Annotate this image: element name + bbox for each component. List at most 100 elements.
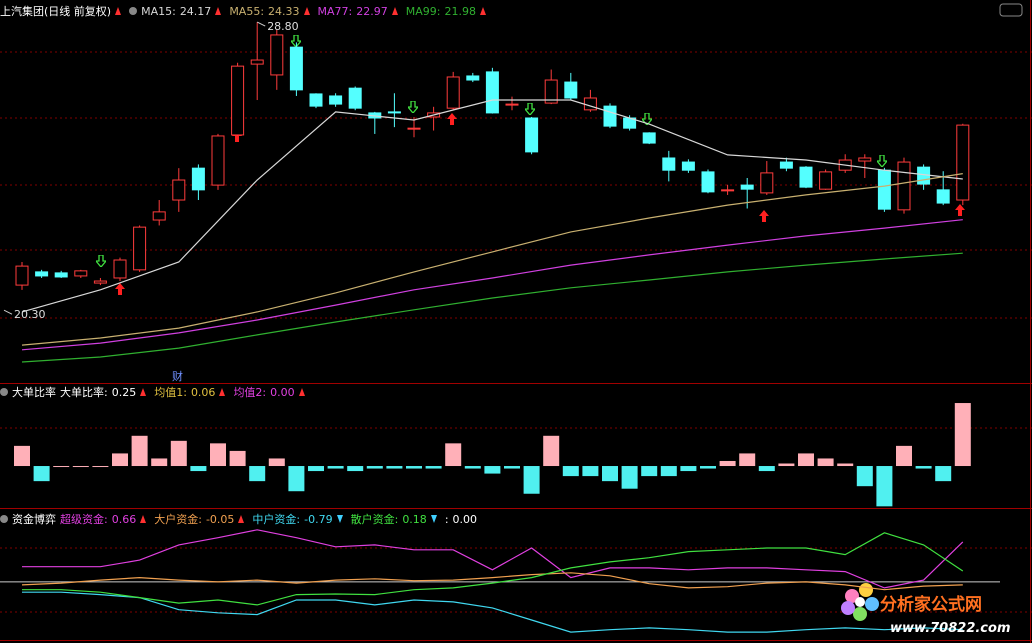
series-line xyxy=(22,532,964,606)
candle-body xyxy=(191,167,205,191)
ma-name: MA15: xyxy=(141,4,176,18)
mean-name: 均值2: xyxy=(233,386,267,399)
watermark-url: www.70822.com xyxy=(890,621,1011,636)
candle-body xyxy=(642,132,656,144)
bar xyxy=(406,466,422,469)
bar xyxy=(288,466,305,492)
settings-icon[interactable] xyxy=(0,388,8,396)
bar xyxy=(170,440,187,467)
candle-body xyxy=(93,280,107,284)
series-line xyxy=(21,252,963,363)
candle-body xyxy=(740,184,754,190)
trend-arrow xyxy=(336,515,343,523)
candle-body xyxy=(485,71,499,114)
trend-arrow xyxy=(479,7,486,15)
panel-title: 大单比率 xyxy=(12,386,56,399)
candle-body xyxy=(172,179,186,201)
bar xyxy=(739,453,756,467)
settings-icon[interactable] xyxy=(0,515,8,523)
fund-legend: 超级资金: 0.66 大户资金: -0.05 中户资金: -0.79 散户资金: 0.18 xyxy=(60,511,441,527)
candle-body xyxy=(544,79,558,104)
panel-title: 资金博弈 xyxy=(12,513,56,526)
bar xyxy=(308,466,324,472)
bar xyxy=(543,435,560,467)
trend-arrow xyxy=(238,515,245,523)
trend-arrow xyxy=(303,7,310,15)
bar xyxy=(425,466,442,469)
ma-name: MA99: xyxy=(405,4,441,18)
series-line xyxy=(22,591,963,633)
watermark-title: 分析家公式网 xyxy=(880,594,982,615)
bar xyxy=(366,466,383,469)
bar xyxy=(837,463,854,467)
bar xyxy=(464,466,481,469)
candle-body xyxy=(309,93,323,107)
candle-body xyxy=(446,76,460,109)
ma-name: MA77: xyxy=(317,4,353,18)
series-name: 散户资金: xyxy=(350,513,399,526)
candle-body xyxy=(329,95,343,105)
mean-name: 均值1: xyxy=(154,386,187,399)
candle-body xyxy=(583,97,597,111)
ma-value: 24.33 xyxy=(268,4,300,18)
bar xyxy=(758,466,775,472)
candle-body xyxy=(858,157,872,162)
candle-body xyxy=(956,124,970,201)
bar xyxy=(621,466,638,489)
candle-body xyxy=(662,157,676,171)
candle-body xyxy=(681,161,695,171)
ma-legend: MA15: 24.17 MA55: 24.33 MA77: 22.97 MA99: 21.98 xyxy=(141,5,490,18)
bar xyxy=(582,466,599,477)
series-line xyxy=(21,173,963,346)
bar xyxy=(484,466,501,474)
grid xyxy=(0,51,1032,613)
annotation: 20.30 xyxy=(14,308,46,321)
bar xyxy=(915,466,932,469)
annotation: 28.80 xyxy=(267,20,299,33)
candle-body xyxy=(603,105,617,127)
zero-value: 0.00 xyxy=(452,512,478,526)
series-name: 中户资金: xyxy=(252,513,301,526)
series-line xyxy=(21,219,963,351)
bar xyxy=(190,466,207,472)
bar xyxy=(445,443,462,467)
ma-value: 21.98 xyxy=(444,4,476,18)
candle-body xyxy=(407,127,421,130)
candle-body xyxy=(505,103,519,106)
bar xyxy=(112,453,128,467)
bar xyxy=(249,466,266,482)
series-name: 大户资金: xyxy=(154,513,202,526)
candle-body xyxy=(760,172,774,194)
bar xyxy=(660,466,677,477)
candle-body xyxy=(564,81,578,99)
bar xyxy=(386,466,403,469)
note: 财 xyxy=(172,369,183,383)
candle-body xyxy=(701,171,715,193)
bar xyxy=(798,453,814,467)
bar xyxy=(268,458,285,467)
stock-title: 上汽集团(日线 前复权) xyxy=(0,5,112,18)
candle-body xyxy=(348,87,362,109)
candle-body xyxy=(15,265,29,286)
series-line xyxy=(21,572,963,591)
candle-body xyxy=(74,270,88,277)
zero-name: : xyxy=(444,512,449,526)
settings-icon[interactable] xyxy=(129,7,138,15)
signal-arrows xyxy=(96,35,965,295)
watermark-logo xyxy=(841,583,879,621)
candle-body xyxy=(779,161,793,169)
annotation-leader xyxy=(3,309,13,315)
bar xyxy=(700,466,716,469)
window-icon[interactable] xyxy=(999,3,1023,17)
bar xyxy=(856,466,873,487)
bar xyxy=(151,458,168,467)
bar xyxy=(14,445,30,467)
candle-body xyxy=(936,189,950,204)
series-value: 0.66 xyxy=(111,512,137,526)
bar xyxy=(817,458,834,467)
bar xyxy=(719,460,736,467)
bar xyxy=(876,466,893,507)
candle-body xyxy=(525,117,539,153)
